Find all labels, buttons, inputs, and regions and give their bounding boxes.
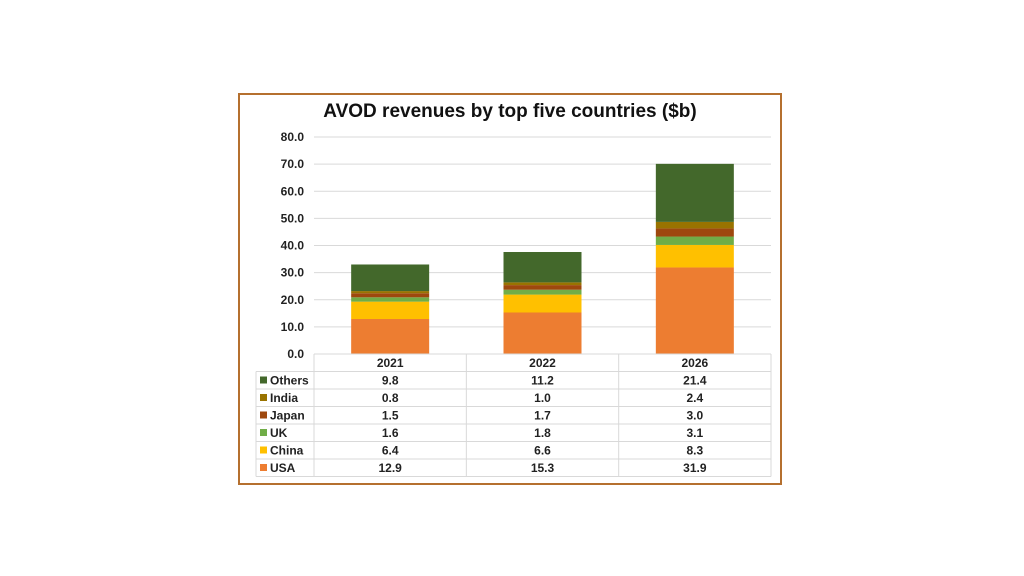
legend-label: Japan bbox=[270, 409, 305, 423]
legend-label: USA bbox=[270, 461, 296, 475]
legend-label: China bbox=[270, 444, 304, 458]
legend-swatch bbox=[260, 464, 267, 471]
legend-label: Others bbox=[270, 374, 309, 388]
bar-segment-india bbox=[503, 282, 582, 286]
data-label: 1.5 bbox=[382, 409, 399, 423]
chart-title: AVOD revenues by top five countries ($b) bbox=[323, 101, 697, 122]
data-label: 1.8 bbox=[534, 426, 551, 440]
data-label: 12.9 bbox=[378, 461, 402, 475]
data-label: 6.6 bbox=[534, 444, 551, 458]
data-label: 21.4 bbox=[683, 374, 707, 388]
bar-segment-china bbox=[503, 294, 582, 313]
data-label: 9.8 bbox=[382, 374, 399, 388]
legend-swatch bbox=[260, 411, 267, 419]
data-label: 0.8 bbox=[382, 391, 399, 405]
bar-segment-usa bbox=[351, 319, 430, 354]
y-tick-label: 10.0 bbox=[281, 320, 305, 334]
bar-segment-uk bbox=[503, 289, 582, 295]
bar-segment-japan bbox=[503, 285, 582, 290]
data-label: 8.3 bbox=[686, 444, 703, 458]
bar-segment-usa bbox=[655, 267, 734, 354]
legend-swatch bbox=[260, 394, 267, 401]
data-label: 3.1 bbox=[686, 426, 703, 440]
data-label: 15.3 bbox=[531, 461, 555, 475]
bar-segment-china bbox=[655, 244, 734, 268]
bar-segment-japan bbox=[351, 293, 430, 298]
bar-segment-uk bbox=[351, 297, 430, 302]
bar-segment-others bbox=[503, 252, 582, 283]
bar-segment-usa bbox=[503, 312, 582, 354]
y-tick-label: 20.0 bbox=[281, 293, 305, 307]
data-label: 31.9 bbox=[683, 461, 707, 475]
data-label: 1.6 bbox=[382, 426, 399, 440]
y-tick-label: 80.0 bbox=[281, 130, 305, 144]
data-label: 6.4 bbox=[382, 444, 399, 458]
data-label: 11.2 bbox=[531, 374, 554, 388]
x-category-label: 2022 bbox=[529, 356, 556, 370]
y-tick-label: 30.0 bbox=[281, 266, 305, 280]
data-label: 1.0 bbox=[534, 391, 551, 405]
x-category-label: 2021 bbox=[377, 356, 404, 370]
bar-segment-others bbox=[351, 264, 430, 292]
bar-segment-others bbox=[655, 163, 734, 222]
legend-swatch bbox=[260, 376, 267, 384]
bar-segment-japan bbox=[655, 228, 734, 237]
legend-swatch bbox=[260, 429, 267, 436]
bar-segment-uk bbox=[655, 236, 734, 245]
bar-segment-china bbox=[351, 301, 430, 320]
data-label: 3.0 bbox=[686, 409, 703, 423]
bar-segment-india bbox=[655, 221, 734, 229]
data-label: 1.7 bbox=[534, 409, 551, 423]
y-tick-label: 0.0 bbox=[287, 347, 304, 361]
y-tick-label: 70.0 bbox=[281, 157, 305, 171]
bar-segment-india bbox=[351, 291, 430, 294]
legend-label: India bbox=[270, 391, 298, 405]
x-category-label: 2026 bbox=[681, 356, 708, 370]
legend-label: UK bbox=[270, 426, 288, 440]
y-tick-label: 40.0 bbox=[281, 239, 305, 253]
y-tick-label: 60.0 bbox=[281, 184, 305, 198]
legend-swatch bbox=[260, 446, 267, 454]
data-label: 2.4 bbox=[686, 391, 703, 405]
y-tick-label: 50.0 bbox=[281, 211, 305, 225]
